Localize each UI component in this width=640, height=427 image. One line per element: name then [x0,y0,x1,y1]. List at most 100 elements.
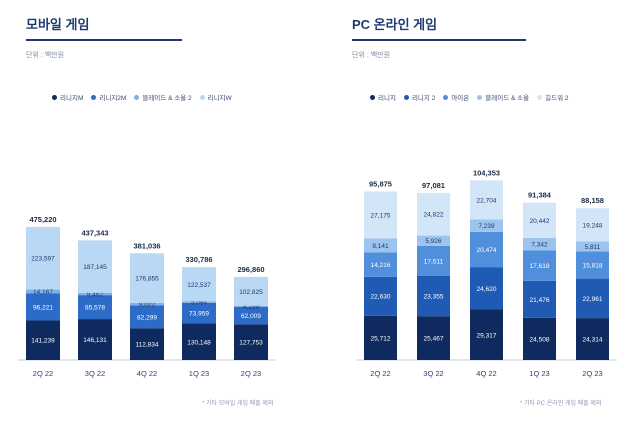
data-label: 27,175 [371,212,391,219]
data-label: 17,618 [530,263,550,270]
data-label: 9,022 [139,302,156,309]
legend-swatch [443,94,449,100]
legend-item: 리니지 [370,92,396,102]
legend-label: 리니지 2 [411,95,436,102]
data-label: 4,239 [243,304,260,311]
legend-swatch [537,94,543,100]
bar-segment [576,318,609,360]
data-label: 130,148 [187,339,211,346]
chart-legend: 리니지 리니지 2 아이온 블레이드 & 소울 길드워 2 [370,92,568,102]
data-label: 8,141 [372,243,389,250]
data-label: 24,508 [530,336,550,343]
legend-label: 리니지M [60,95,84,102]
x-tick-label: 1Q 23 [189,369,209,378]
bar-segment [470,309,503,360]
legend-swatch [134,94,140,100]
bar-segment [130,305,164,329]
title-rule [352,39,526,41]
data-label: 21,476 [530,297,550,304]
unit-label: 단위 : 백만원 [352,52,391,59]
legend-label: 블레이드 & 소울 2 [142,95,192,102]
data-label: 7,342 [531,242,548,249]
legend-label: 리니지W [207,95,232,102]
data-label: 187,145 [83,264,107,271]
data-label: 24,620 [477,286,497,293]
total-label: 437,343 [81,228,108,237]
bar-segment [470,219,503,232]
data-label: 24,314 [583,337,603,344]
bar-segment [470,180,503,220]
data-label: 141,239 [31,338,55,345]
bar-segment [182,267,216,302]
bar-segment [234,305,268,307]
bar-segment [130,302,164,306]
data-label: 82,299 [137,314,157,321]
bar-segment [26,226,60,290]
bar-segment [417,316,450,360]
data-label: 5,811 [585,244,601,251]
data-label: 73,959 [189,311,209,318]
chart-title: PC 온라인 게임 [352,17,438,32]
bar-segment [26,320,60,360]
data-label: 146,131 [83,337,107,344]
data-label: 25,467 [424,336,444,343]
data-label: 5,926 [425,238,442,245]
data-label: 23,355 [424,294,444,301]
legend-label: 아이온 [451,95,470,102]
bar-segment [78,292,112,296]
data-label: 112,834 [135,342,158,349]
data-label: 122,537 [187,282,211,289]
legend-item: 블레이드 & 소울 [477,92,529,102]
legend-item: 리니지M [52,92,83,102]
bar-segment [523,280,556,318]
total-label: 97,081 [422,181,445,190]
data-label: 7,239 [478,223,495,230]
data-label: 8,462 [87,291,104,298]
data-label: 14,216 [371,262,391,269]
legend-item: 리니지 2 [403,92,436,102]
legend-item: 아이온 [443,92,469,102]
x-tick-label: 2Q 22 [370,369,390,378]
bar-segment [417,275,450,317]
legend-label: 리니지2M [99,95,127,102]
total-label: 95,875 [369,179,392,188]
x-tick-label: 3Q 22 [85,369,105,378]
bar-segment [523,202,556,238]
data-label: 223,597 [31,256,55,263]
bar-segment [523,317,556,360]
pc-online-game-panel: PC 온라인 게임 단위 : 백만원 리니지 리니지 2 아이온 블레이드 & 소울 길… [320,0,640,427]
data-label: 15,818 [583,262,603,269]
legend-swatch [52,94,57,100]
bar-segment [182,323,216,360]
unit-label: 단위 : 백만원 [26,52,65,59]
bar-segment [78,319,112,360]
data-label: 22,961 [583,296,603,303]
total-label: 475,220 [29,215,56,224]
x-tick-label: 2Q 23 [582,369,602,378]
chart-title: 모바일 게임 [26,17,90,32]
data-label: 29,317 [477,332,497,339]
legend-swatch [403,94,409,100]
x-tick-label: 2Q 23 [241,369,261,378]
data-label: 17,511 [424,258,444,265]
bar-segment [576,241,609,252]
bar-segment [364,238,397,253]
legend-swatch [370,94,375,100]
bar-segment [78,240,112,293]
data-label: 22,630 [371,294,391,301]
bar-segment [234,276,268,306]
total-label: 91,384 [528,191,552,200]
data-label: 85,578 [85,305,105,312]
data-label: 96,221 [33,304,53,311]
bar-segment [523,237,556,251]
bar-segment [234,306,268,325]
bar-segment [523,250,556,281]
bar-segment [576,251,609,279]
total-label: 104,353 [473,168,500,177]
bar-segment [364,252,397,277]
data-label: 24,822 [424,212,444,219]
total-label: 330,786 [185,255,212,264]
data-label: 20,442 [530,218,550,225]
bar-segment [182,301,216,303]
data-label: 5,094 [191,300,208,307]
